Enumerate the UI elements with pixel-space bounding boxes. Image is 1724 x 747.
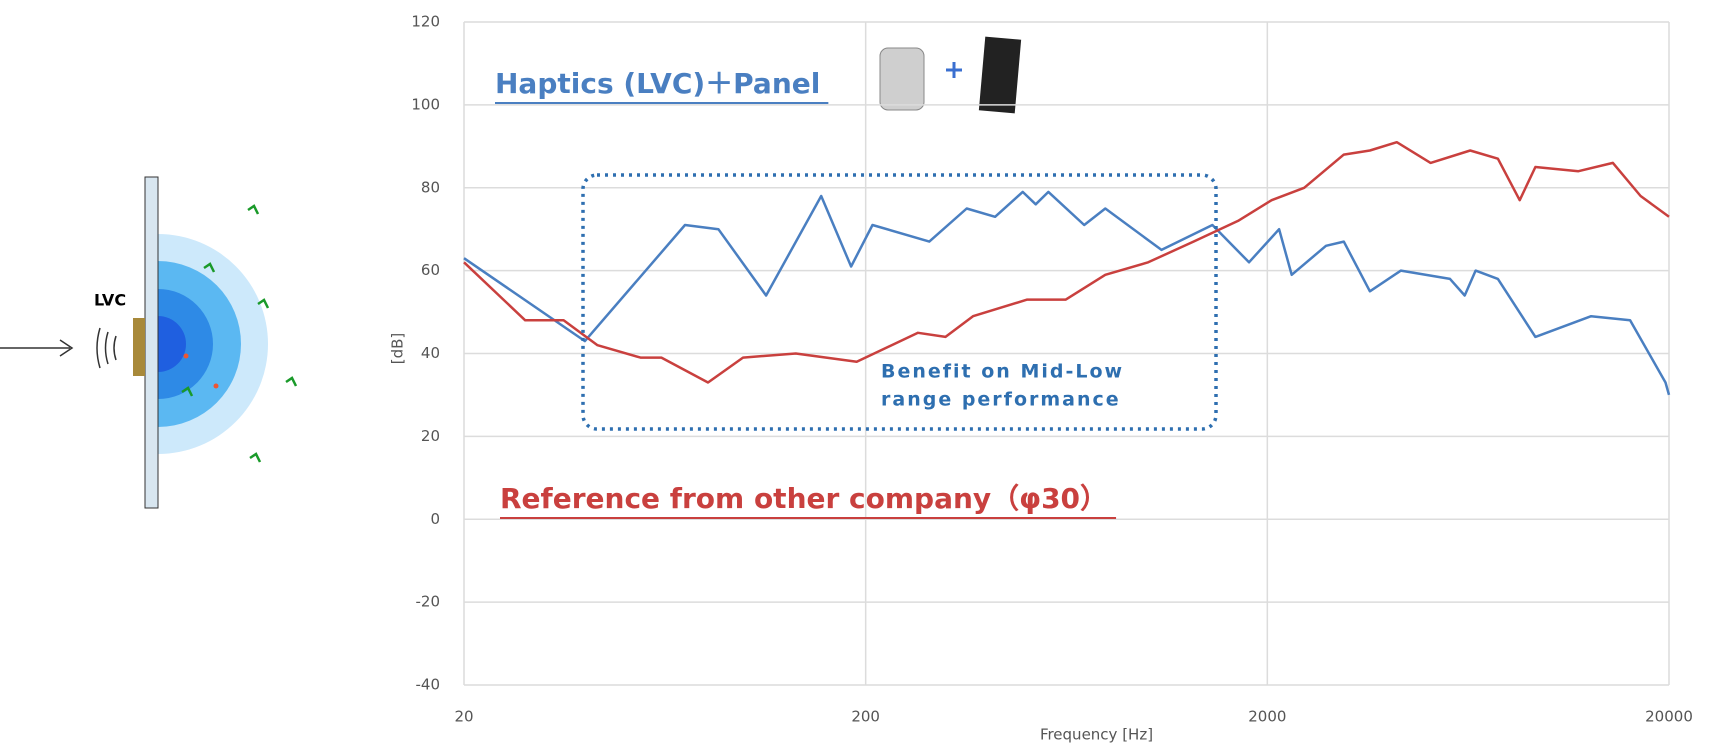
actuator-icon — [879, 47, 925, 111]
y-tick-label: 0 — [430, 510, 440, 528]
y-tick-label: 120 — [411, 13, 440, 31]
product-icons — [879, 36, 1022, 114]
chart: -40 -20 0 20 40 60 80 100 120 20 200 2000 20000 Frequ… — [389, 13, 1693, 744]
y-tick-label: 20 — [421, 427, 440, 445]
lvc-diagram: LVC — [0, 100, 298, 600]
panel — [144, 176, 159, 509]
annotation: Benefit on Mid-Low — [881, 361, 1124, 383]
legend-label: Reference from other company（φ30） — [500, 482, 1108, 515]
x-tick-label: 20 — [454, 708, 473, 726]
panel-icon — [978, 36, 1022, 114]
x-tick-label: 20000 — [1645, 708, 1693, 726]
y-tick-label: 80 — [421, 178, 440, 196]
y-tick-label: 60 — [421, 261, 440, 279]
arrow-head — [59, 339, 74, 357]
series-line — [463, 190, 1671, 396]
highlight-box — [581, 173, 1218, 431]
dot — [183, 353, 189, 359]
x-tick-label: 200 — [851, 708, 880, 726]
vibration — [96, 327, 117, 369]
y-tick-label: 40 — [421, 344, 440, 362]
legend-label: Haptics (LVC)＋Panel — [495, 67, 820, 100]
mask — [0, 100, 158, 600]
annotation: range performance — [881, 389, 1121, 411]
x-tick-label: 2000 — [1248, 708, 1286, 726]
lvc-actuator — [133, 318, 145, 376]
y-tick-label: 100 — [411, 95, 440, 113]
dot — [213, 383, 219, 389]
x-axis-label: Frequency [Hz] — [1040, 726, 1153, 744]
y-axis-label: [dB] — [389, 333, 407, 365]
y-tick-label: -20 — [416, 593, 441, 611]
notes — [181, 204, 298, 463]
series-line — [463, 140, 1670, 384]
plus-icon — [946, 62, 962, 78]
y-tick-label: -40 — [416, 676, 441, 694]
lvc-label: LVC — [94, 291, 126, 310]
